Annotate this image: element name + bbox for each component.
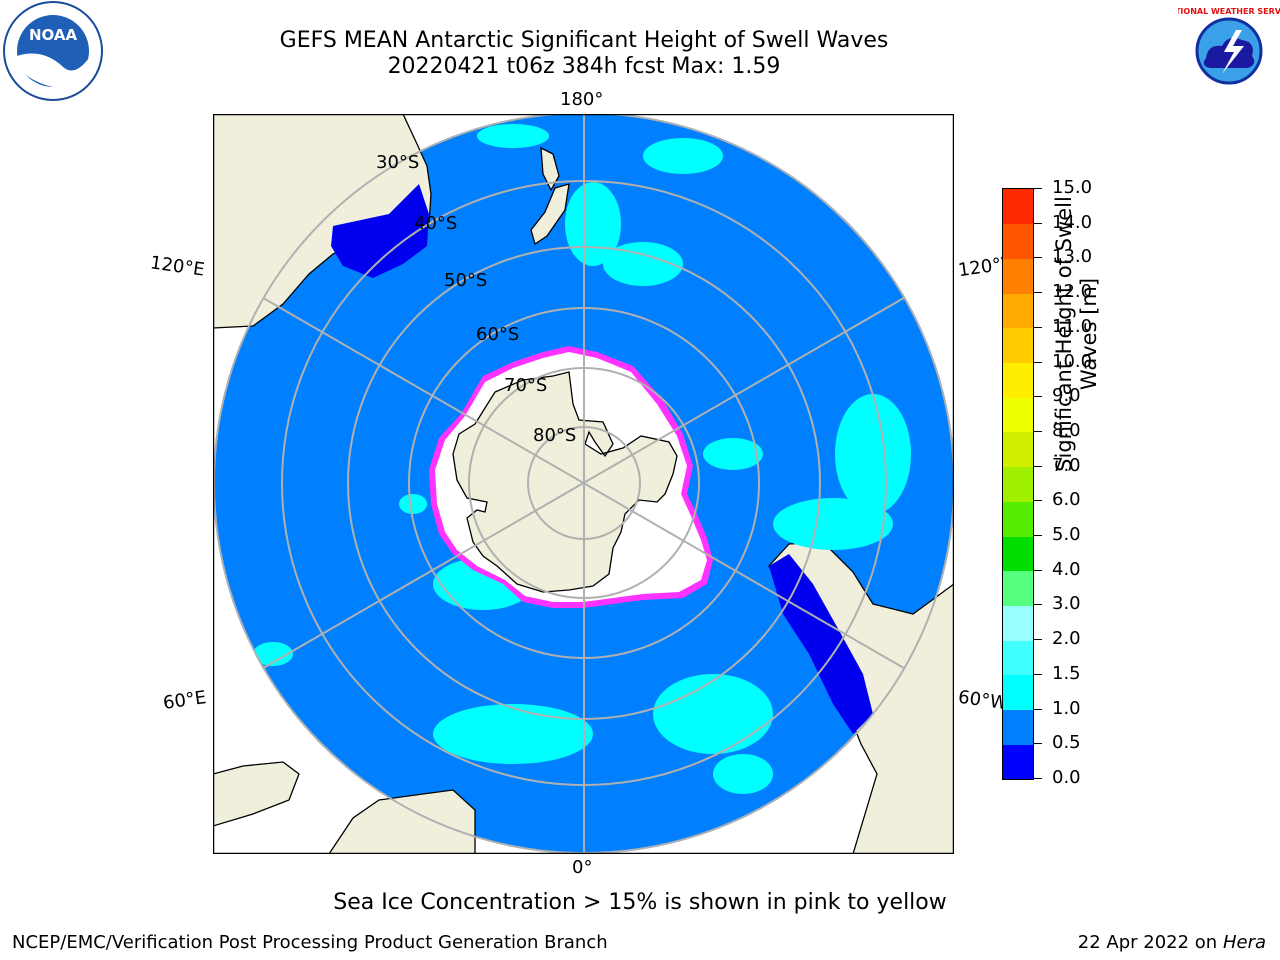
lat-label-30s: 30°S xyxy=(376,152,420,173)
colorbar-tick xyxy=(1034,292,1042,294)
colorbar-tick-label: 5.0 xyxy=(1052,524,1081,546)
colorbar-tick xyxy=(1034,396,1042,398)
lon-label-0: 0° xyxy=(572,857,593,878)
colorbar-segment xyxy=(1003,293,1033,329)
colorbar-tick-label: 7.0 xyxy=(1052,454,1081,476)
lat-label-50s: 50°S xyxy=(444,270,488,291)
lat-label-40s: 40°S xyxy=(414,213,458,234)
antarctica-land xyxy=(452,371,678,593)
colorbar-tick xyxy=(1034,778,1042,779)
colorbar-tick xyxy=(1034,569,1042,571)
colorbar-tick xyxy=(1034,500,1042,502)
lat-label-70s: 70°S xyxy=(504,375,548,396)
colorbar-tick-label: 13.0 xyxy=(1052,246,1093,268)
colorbar-tick xyxy=(1034,465,1042,467)
noaa-logo-text: NOAA xyxy=(29,26,78,44)
footer-right: 22 Apr 2022 on Hera xyxy=(1078,932,1266,953)
colorbar-tick-label: 1.0 xyxy=(1052,697,1081,719)
colorbar-tick-label: 14.0 xyxy=(1052,211,1093,233)
colorbar-segment xyxy=(1003,223,1033,259)
colorbar-label: Significant Height of Swell Waves [m] xyxy=(1052,184,1102,484)
footer-date: 22 Apr 2022 on xyxy=(1077,932,1223,953)
colorbar-segment xyxy=(1003,466,1033,502)
colorbar-tick-label: 3.0 xyxy=(1052,593,1081,615)
colorbar-segment xyxy=(1003,258,1033,294)
colorbar-segment xyxy=(1003,570,1033,606)
colorbar-label-line1: Significant Height of Swell xyxy=(1052,196,1076,472)
colorbar-label-line2: Waves [m] xyxy=(1077,277,1101,391)
colorbar-tick xyxy=(1034,604,1042,606)
colorbar-tick-label: 12.0 xyxy=(1052,281,1093,303)
noaa-logo: NOAA xyxy=(3,1,103,101)
lat-label-60s: 60°S xyxy=(476,324,520,345)
deep-swell-australia xyxy=(331,184,429,278)
colorbar-tick xyxy=(1034,326,1042,328)
colorbar-segment xyxy=(1003,674,1033,711)
colorbar-tick xyxy=(1034,257,1042,259)
colorbar-segment xyxy=(1003,189,1033,225)
colorbar-segment xyxy=(1003,709,1033,745)
colorbar xyxy=(1002,188,1034,780)
madagascar-land xyxy=(213,761,300,827)
colorbar-segment xyxy=(1003,605,1033,641)
footer-left: NCEP/EMC/Verification Post Processing Pr… xyxy=(12,932,608,953)
colorbar-tick-label: 4.0 xyxy=(1052,558,1081,580)
colorbar-segment xyxy=(1003,397,1033,433)
colorbar-tick xyxy=(1034,535,1042,537)
colorbar-tick-label: 6.0 xyxy=(1052,489,1081,511)
colorbar-tick xyxy=(1034,361,1042,363)
colorbar-tick xyxy=(1034,639,1042,641)
colorbar-tick-label: 0.5 xyxy=(1052,732,1081,754)
deep-swell-south-america xyxy=(769,554,873,734)
footer-host: Hera xyxy=(1222,932,1266,953)
colorbar-tick xyxy=(1034,222,1042,224)
lon-label-60e: 60°E xyxy=(161,687,208,714)
colorbar-tick-label: 2.0 xyxy=(1052,628,1081,650)
nws-logo-text: NATIONAL WEATHER SERVICE xyxy=(1178,7,1280,16)
colorbar-tick xyxy=(1034,708,1042,710)
colorbar-tick xyxy=(1034,743,1042,745)
lon-label-120e: 120°E xyxy=(148,252,206,281)
colorbar-tick-label: 1.5 xyxy=(1052,662,1081,684)
lat-label-80s: 80°S xyxy=(533,425,577,446)
colorbar-tick xyxy=(1034,430,1042,432)
colorbar-tick xyxy=(1034,673,1042,675)
colorbar-segment xyxy=(1003,327,1033,364)
title-line-1: GEFS MEAN Antarctic Significant Height o… xyxy=(279,28,889,53)
colorbar-tick-label: 11.0 xyxy=(1052,315,1093,337)
colorbar-tick xyxy=(1034,188,1042,189)
lon-label-180: 180° xyxy=(560,89,604,110)
colorbar-segment xyxy=(1003,640,1033,676)
national-weather-service-logo: NATIONAL WEATHER SERVICE xyxy=(1178,2,1280,100)
polar-map xyxy=(213,114,954,854)
colorbar-tick-label: 0.0 xyxy=(1052,767,1081,788)
colorbar-tick-label: 10.0 xyxy=(1052,350,1093,372)
colorbar-segment xyxy=(1003,536,1033,572)
colorbar-segment xyxy=(1003,362,1033,398)
colorbar-segment xyxy=(1003,431,1033,468)
colorbar-tick-label: 9.0 xyxy=(1052,385,1081,407)
title-line-2: 20220421 t06z 384h fcst Max: 1.59 xyxy=(387,54,781,79)
colorbar-segment xyxy=(1003,501,1033,537)
sea-ice-note: Sea Ice Concentration > 15% is shown in … xyxy=(333,890,947,915)
colorbar-segment xyxy=(1003,744,1033,780)
cyan-swell-patches xyxy=(253,124,911,794)
colorbar-tick-label: 15.0 xyxy=(1052,177,1093,198)
colorbar-tick-label: 8.0 xyxy=(1052,419,1081,441)
